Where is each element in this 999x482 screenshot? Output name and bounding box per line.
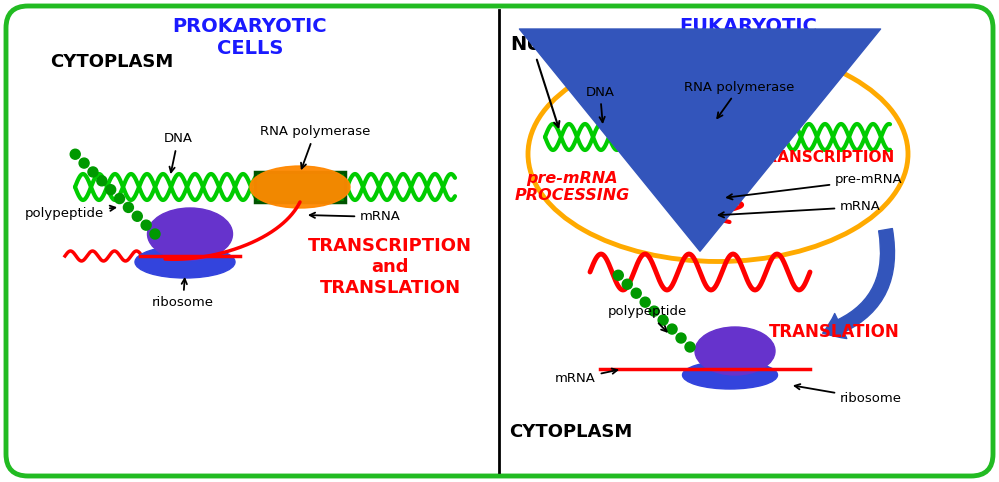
Circle shape: [106, 185, 116, 195]
Text: TRANSLATION: TRANSLATION: [769, 323, 900, 341]
Text: DNA: DNA: [164, 133, 193, 172]
Circle shape: [685, 342, 695, 352]
Circle shape: [640, 297, 650, 307]
Text: mRNA: mRNA: [310, 211, 401, 224]
Text: CYTOPLASM: CYTOPLASM: [50, 53, 173, 71]
Text: mRNA: mRNA: [555, 369, 617, 386]
Ellipse shape: [695, 327, 775, 375]
Text: CYTOPLASM: CYTOPLASM: [509, 423, 632, 441]
Circle shape: [150, 229, 160, 239]
Text: ribosome: ribosome: [152, 279, 214, 308]
Circle shape: [115, 194, 125, 203]
Ellipse shape: [682, 361, 777, 389]
Text: RNA polymerase: RNA polymerase: [684, 80, 794, 118]
Text: polypeptide: polypeptide: [608, 306, 687, 332]
Bar: [255, 172, 345, 202]
Ellipse shape: [250, 166, 350, 208]
Circle shape: [658, 315, 668, 325]
Circle shape: [667, 324, 677, 334]
FancyArrowPatch shape: [822, 228, 894, 338]
Circle shape: [613, 270, 623, 280]
Text: TRANSCRIPTION: TRANSCRIPTION: [756, 149, 895, 164]
Text: DNA: DNA: [585, 85, 614, 122]
Circle shape: [70, 149, 80, 159]
Circle shape: [622, 279, 632, 289]
Ellipse shape: [135, 246, 235, 278]
Circle shape: [631, 288, 641, 298]
Text: pre-mRNA
PROCESSING: pre-mRNA PROCESSING: [514, 171, 629, 203]
Circle shape: [97, 176, 107, 186]
Circle shape: [88, 167, 98, 177]
Circle shape: [649, 306, 659, 316]
Text: PROKARYOTIC
CELLS: PROKARYOTIC CELLS: [173, 17, 328, 58]
Text: RNA polymerase: RNA polymerase: [260, 125, 371, 169]
Circle shape: [132, 211, 142, 221]
Text: ribosome: ribosome: [795, 384, 902, 405]
Ellipse shape: [666, 116, 763, 158]
Circle shape: [79, 158, 89, 168]
Bar: [672, 123, 757, 151]
Text: polypeptide: polypeptide: [25, 206, 115, 220]
Circle shape: [676, 333, 686, 343]
Text: NUCLEUS: NUCLEUS: [510, 35, 611, 54]
Circle shape: [141, 220, 151, 230]
Text: TRANSCRIPTION
and
TRANSLATION: TRANSCRIPTION and TRANSLATION: [308, 237, 472, 297]
FancyBboxPatch shape: [6, 6, 993, 476]
Text: mRNA: mRNA: [718, 201, 881, 217]
Ellipse shape: [148, 208, 233, 260]
Circle shape: [124, 202, 134, 213]
Text: pre-mRNA: pre-mRNA: [727, 174, 903, 200]
Ellipse shape: [528, 46, 908, 262]
Text: EUKARYOTIC
CELLS: EUKARYOTIC CELLS: [679, 17, 817, 58]
